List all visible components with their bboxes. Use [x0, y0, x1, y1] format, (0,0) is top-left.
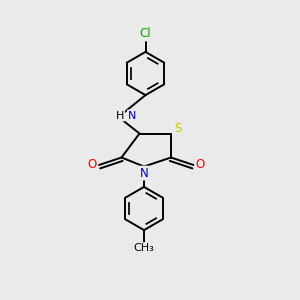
Text: Cl: Cl [140, 27, 151, 40]
Text: N: N [140, 167, 148, 180]
Text: N: N [128, 110, 136, 121]
Text: O: O [196, 158, 205, 172]
Text: S: S [174, 122, 181, 136]
Text: O: O [88, 158, 97, 172]
Text: CH₃: CH₃ [134, 243, 154, 253]
Text: H: H [116, 110, 124, 121]
